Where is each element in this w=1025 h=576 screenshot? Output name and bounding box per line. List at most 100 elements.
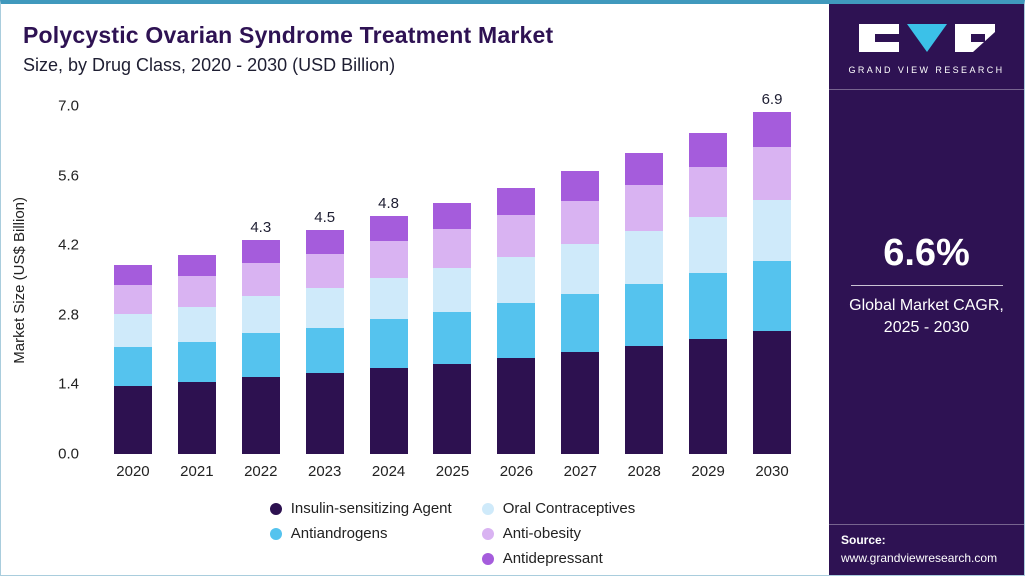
- y-axis-title-text: Market Size (US$ Billion): [10, 196, 28, 364]
- bar-segment-antiandrogens: [177, 341, 216, 383]
- chart-area: Market Size (US$ Billion) 0.0 1.4 2.8 4.2 5.…: [11, 92, 804, 567]
- x-axis-label: 2028: [627, 463, 661, 480]
- brand-name: GRAND VIEW RESEARCH: [848, 65, 1005, 75]
- bar-segment-antiandrogens: [369, 319, 408, 368]
- bar-segment-anti-obesity: [561, 200, 600, 245]
- bar-value-label: 4.8: [378, 194, 399, 212]
- bar-segment-antidepressant: [561, 170, 600, 201]
- bar-segment-anti-obesity: [433, 229, 472, 269]
- x-axis-labels: 2020 2021 2022 2023 2024 2025 2026 2027 2028 2029…: [101, 463, 804, 480]
- bar-segment-anti-obesity: [177, 276, 216, 307]
- x-axis-label: 2029: [691, 463, 725, 480]
- source-block: Source: www.grandviewresearch.com: [829, 524, 1024, 565]
- x-axis-label: 2021: [180, 463, 214, 480]
- bar-segment-antiandrogens: [241, 333, 280, 377]
- bar-segment-antiandrogens: [561, 293, 600, 353]
- bar-segment-insulin-sensitizing-agent: [305, 373, 344, 454]
- bar-segment-oral-contraceptives: [497, 256, 536, 304]
- bar-group-2026: [484, 106, 548, 454]
- y-tick-label: 5.6: [58, 167, 79, 185]
- source-link[interactable]: www.grandviewresearch.com: [841, 551, 998, 565]
- bar-segment-antidepressant: [241, 240, 280, 263]
- bar-segment-insulin-sensitizing-agent: [177, 382, 216, 454]
- bar-segment-insulin-sensitizing-agent: [241, 376, 280, 454]
- bar-segment-antidepressant: [497, 187, 536, 216]
- bar-segment-insulin-sensitizing-agent: [561, 352, 600, 454]
- cagr-label-line2: 2025 - 2030: [883, 319, 970, 337]
- bar-value-label: 6.9: [761, 90, 783, 108]
- legend-marker: [269, 502, 282, 515]
- y-tick-label: 4.2: [58, 236, 79, 254]
- bar-segment-oral-contraceptives: [369, 277, 408, 320]
- bars-row: 4.3 4.5 4.8 6.9: [101, 92, 804, 454]
- bar-group-2024: 4.8: [357, 106, 421, 454]
- bar-group-2028: [612, 106, 676, 454]
- bar-segment-anti-obesity: [369, 240, 408, 278]
- bar-segment-insulin-sensitizing-agent: [497, 358, 536, 454]
- bar-segment-antidepressant: [305, 230, 344, 254]
- legend-item-antiandrogens: Antiandrogens: [269, 525, 388, 542]
- bar-segment-anti-obesity: [241, 262, 280, 296]
- legend-column: Insulin-sensitizing Agent Antiandrogens: [269, 500, 452, 567]
- bar-segment-oral-contraceptives: [561, 244, 600, 294]
- y-axis-title: Market Size (US$ Billion): [9, 106, 29, 454]
- bar-segment-insulin-sensitizing-agent: [689, 338, 728, 454]
- bar-segment-oral-contraceptives: [113, 313, 152, 348]
- x-axis-label: 2027: [563, 463, 597, 480]
- y-axis-ticks: 0.0 1.4 2.8 4.2 5.6 7.0: [39, 98, 89, 463]
- chart-subtitle: Size, by Drug Class, 2020 - 2030 (USD Bi…: [23, 55, 396, 75]
- legend-item-anti-obesity: Anti-obesity: [481, 525, 581, 542]
- x-axis-label: 2026: [499, 463, 534, 480]
- x-axis-label: 2022: [244, 463, 278, 480]
- bar-segment-oral-contraceptives: [689, 216, 728, 274]
- bar-segment-insulin-sensitizing-agent: [433, 363, 472, 454]
- bar-segment-anti-obesity: [753, 147, 792, 201]
- legend-item-oral-contraceptives: Oral Contraceptives: [481, 500, 636, 517]
- source-label: Source:: [841, 533, 886, 547]
- bar-segment-antiandrogens: [689, 273, 728, 339]
- bar-group-2025: [421, 106, 485, 454]
- bar-segment-antiandrogens: [625, 283, 664, 346]
- bar-segment-antidepressant: [433, 203, 472, 230]
- sidebar: GRAND VIEW RESEARCH 6.6% Global Market C…: [829, 4, 1024, 575]
- bar-segment-antidepressant: [625, 152, 664, 185]
- bar-segment-antiandrogens: [497, 303, 536, 359]
- legend-item-insulin-sensitizing-agent: Insulin-sensitizing Agent: [269, 500, 452, 517]
- y-tick-label: 7.0: [58, 97, 79, 115]
- bar-segment-oral-contraceptives: [433, 268, 472, 312]
- bar-segment-anti-obesity: [113, 284, 152, 314]
- y-tick-label: 0.0: [58, 445, 79, 463]
- x-axis-label: 2030: [755, 463, 789, 480]
- bar-group-2027: [548, 106, 612, 454]
- bar-segment-insulin-sensitizing-agent: [625, 345, 664, 454]
- legend-marker: [269, 527, 282, 540]
- bar-group-2020: [101, 106, 165, 454]
- x-axis-label: 2025: [435, 463, 470, 480]
- legend-label: Oral Contraceptives: [502, 500, 636, 517]
- chart-header: Polycystic Ovarian Syndrome Treatment Ma…: [1, 4, 829, 76]
- bar-segment-antiandrogens: [305, 327, 344, 374]
- cagr-divider: [850, 285, 1003, 286]
- bar-segment-anti-obesity: [305, 253, 344, 289]
- legend-column: Oral Contraceptives Anti-obesity Antidepre…: [481, 500, 636, 567]
- bar-segment-oral-contraceptives: [177, 306, 216, 342]
- bar-segment-insulin-sensitizing-agent: [113, 385, 152, 454]
- bar-segment-antidepressant: [113, 264, 152, 285]
- bar-segment-antiandrogens: [433, 311, 472, 364]
- chart-panel: Polycystic Ovarian Syndrome Treatment Ma…: [1, 4, 829, 575]
- brand-block: GRAND VIEW RESEARCH: [829, 4, 1024, 90]
- legend-label: Insulin-sensitizing Agent: [290, 500, 452, 517]
- bar-segment-oral-contraceptives: [753, 200, 792, 261]
- y-tick-label: 1.4: [58, 375, 79, 393]
- legend-label: Antiandrogens: [290, 525, 388, 542]
- bar-segment-anti-obesity: [625, 184, 664, 232]
- bar-segment-anti-obesity: [689, 167, 728, 217]
- bar-segment-insulin-sensitizing-agent: [369, 368, 408, 454]
- legend-marker: [481, 552, 494, 565]
- legend-label: Antidepressant: [502, 550, 603, 567]
- bar-group-2022: 4.3: [229, 106, 293, 454]
- x-axis-label: 2020: [116, 463, 150, 480]
- bar-group-2021: [165, 106, 229, 454]
- legend-marker: [481, 527, 494, 540]
